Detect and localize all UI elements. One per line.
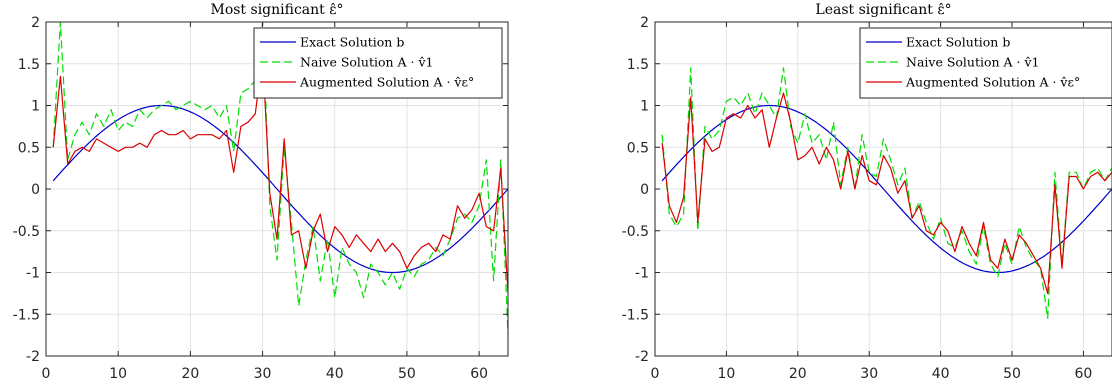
- y-tick-label: 2: [31, 15, 40, 31]
- chart-title: Most significant ε̂°: [210, 2, 343, 18]
- y-tick-label: -1.5: [622, 307, 649, 323]
- x-tick-label: 0: [42, 366, 51, 382]
- y-tick-label: 2: [640, 15, 649, 31]
- chart-title: Least significant ε̂°: [815, 2, 951, 18]
- x-tick-label: 20: [789, 366, 807, 382]
- x-tick-label: 40: [932, 366, 950, 382]
- y-tick-label: 0.5: [627, 140, 649, 156]
- series-line-2: [661, 67, 1112, 319]
- y-tick-label: -0.5: [13, 224, 40, 240]
- y-tick-label: 0: [31, 182, 40, 198]
- legend-label-3: Augmented Solution A · v̂ε°: [905, 75, 1080, 90]
- x-tick-label: 40: [326, 366, 344, 382]
- legend-label-1: Exact Solution b: [906, 35, 1010, 50]
- series-line-3: [52, 54, 508, 294]
- y-tick-label: 1: [31, 99, 40, 115]
- x-tick-label: 60: [1075, 366, 1093, 382]
- x-tick-label: 10: [717, 366, 735, 382]
- x-tick-label: 60: [470, 366, 488, 382]
- legend-label-3: Augmented Solution A · v̂ε°: [299, 75, 474, 90]
- y-tick-label: -0.5: [622, 224, 649, 240]
- series-line-2: [52, 22, 508, 336]
- legend: Exact Solution b Naive Solution A · v̂1 Au…: [253, 27, 503, 99]
- chart-1: 0 10 20 30 40 50 60 -2 -1.5 -1 -0.5 0 0.5 1 1.5 2 Most s…: [13, 2, 509, 382]
- plot-area: [661, 67, 1112, 319]
- x-tick-label: 20: [181, 366, 199, 382]
- y-tick-label: -2: [635, 349, 649, 365]
- y-tick-label: 1: [640, 99, 649, 115]
- x-tick-label: 0: [651, 366, 660, 382]
- y-tick-label: 1.5: [627, 57, 649, 73]
- series-line-3: [661, 92, 1112, 294]
- x-tick-label: 50: [1003, 366, 1021, 382]
- y-tick-label: -2: [26, 349, 40, 365]
- series-line-1: [661, 104, 1112, 274]
- x-tick-label: 50: [398, 366, 416, 382]
- legend-box: [859, 27, 1112, 99]
- legend-box: [253, 27, 503, 99]
- y-tick-label: 0: [640, 182, 649, 198]
- plot-area: [52, 22, 508, 336]
- x-tick-label: 30: [860, 366, 878, 382]
- legend-label-2: Naive Solution A · v̂1: [906, 55, 1040, 70]
- legend-label-1: Exact Solution b: [300, 35, 404, 50]
- y-tick-label: -1: [635, 266, 649, 282]
- y-tick-label: 1.5: [18, 57, 40, 73]
- legend-label-2: Naive Solution A · v̂1: [300, 55, 434, 70]
- x-tick-label: 10: [109, 366, 127, 382]
- legend: Exact Solution b Naive Solution A · v̂1 Au…: [859, 27, 1112, 99]
- y-tick-label: -1: [26, 266, 40, 282]
- y-tick-label: 0.5: [18, 140, 40, 156]
- x-tick-label: 30: [254, 366, 272, 382]
- y-tick-label: -1.5: [13, 307, 40, 323]
- chart-2: 0 10 20 30 40 50 60 -2 -1.5 -1 -0.5 0 0.5 1 1.5 2 Least …: [622, 2, 1112, 382]
